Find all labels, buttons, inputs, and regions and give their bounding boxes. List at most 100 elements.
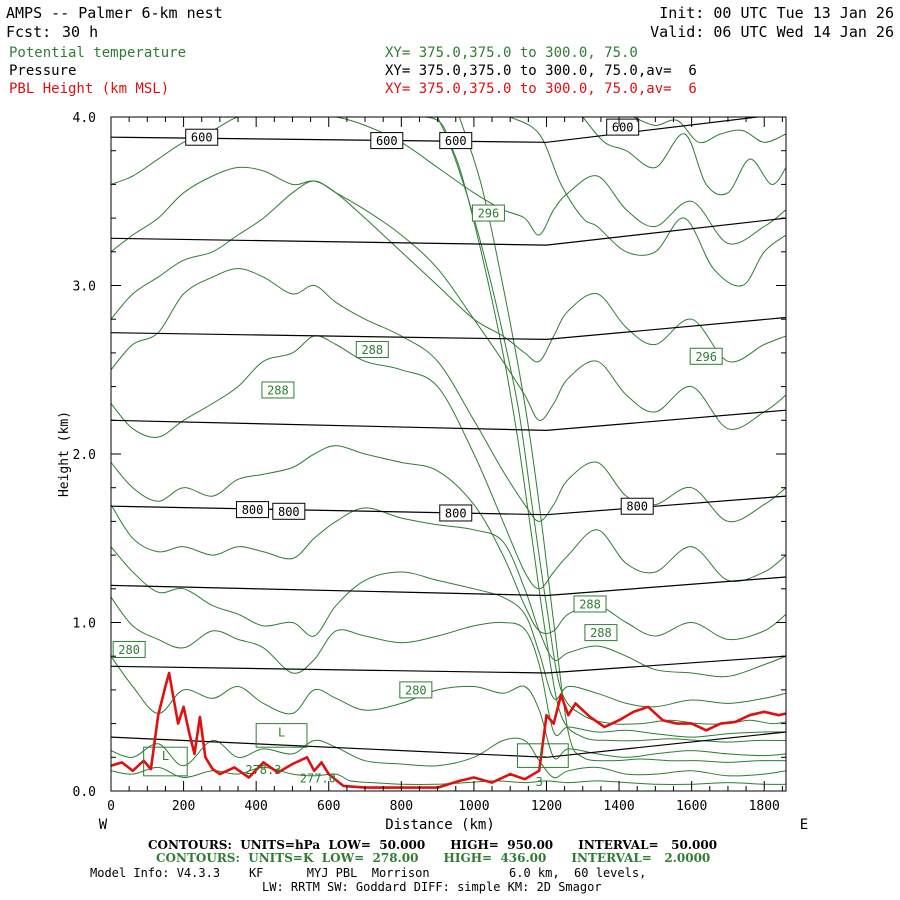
field-pressure-label: Pressure <box>9 63 76 79</box>
field-theta-label: Potential temperature <box>9 45 186 61</box>
pressure-label-600: 600 <box>439 132 473 150</box>
pressure-label-800: 800 <box>439 504 473 522</box>
y-axis-label: Height (km) <box>57 411 72 497</box>
x-tick-label: 600 <box>317 799 340 814</box>
svg-text:600: 600 <box>445 134 467 148</box>
pressure-contour-950 <box>111 731 786 758</box>
pressure-contour-900 <box>111 655 786 674</box>
theta-contour-12 <box>328 117 786 725</box>
surface-low-box-2: L <box>516 743 569 768</box>
footer-theta-contours: CONTOURS: UNITS=K LOW= 278.00 HIGH= 436.… <box>156 851 710 865</box>
surface-value-0: 278.3 <box>245 763 281 777</box>
svg-text:280: 280 <box>118 643 140 657</box>
svg-text:288: 288 <box>579 597 601 611</box>
theta-contour-6 <box>111 445 786 641</box>
theta-contour-8 <box>111 268 786 523</box>
y-tick-label: 4.0 <box>73 111 96 126</box>
theta-label-280: 280 <box>399 681 433 699</box>
x-tick-label: 1800 <box>749 799 780 814</box>
svg-text:296: 296 <box>478 207 500 221</box>
surface-value-2: 3 <box>536 775 543 789</box>
x-tick-label: 800 <box>390 799 413 814</box>
theta-contour-4 <box>111 546 786 708</box>
theta-label-288: 288 <box>584 624 618 642</box>
pressure-contour-700 <box>111 316 786 341</box>
theta-contour-9 <box>111 180 786 430</box>
pressure-label-800: 800 <box>236 501 270 519</box>
y-tick-label: 0.0 <box>73 785 96 800</box>
y-tick-label: 2.0 <box>73 448 96 463</box>
fcst-value: 30 h <box>62 23 98 41</box>
xy-theta: XY= 375.0,375.0 to 300.0, 75.0 <box>385 45 638 61</box>
theta-contour-10 <box>111 166 786 363</box>
svg-text:L: L <box>278 726 285 740</box>
model-title: AMPS -- Palmer 6-km nest <box>6 4 223 22</box>
xy-pbl: XY= 375.0,375.0 to 300.0, 75.0,av= 6 <box>385 81 697 97</box>
theta-label-296: 296 <box>689 347 723 365</box>
pbl-layer <box>111 671 786 789</box>
theta-contour-16 <box>582 117 786 196</box>
pbl-height-line <box>111 671 786 789</box>
pressure-label-800: 800 <box>272 502 306 520</box>
theta-contour-3 <box>111 596 786 738</box>
theta-label-296: 296 <box>471 204 505 222</box>
svg-text:800: 800 <box>626 500 648 514</box>
theta-label-288: 288 <box>573 595 607 613</box>
pressure-contour-850 <box>111 576 786 597</box>
x-axis-label: Distance (km) <box>385 817 495 833</box>
x-axis-east-label: E <box>800 817 808 833</box>
svg-text:800: 800 <box>445 506 467 520</box>
svg-text:800: 800 <box>278 505 300 519</box>
pressure-label-800: 800 <box>620 497 654 515</box>
pressure-contour-750 <box>111 409 786 432</box>
field-pbl-label: PBL Height (km MSL) <box>9 81 169 97</box>
svg-text:600: 600 <box>191 131 213 145</box>
init-time: Init: 00 UTC Tue 13 Jan 26 <box>659 4 894 22</box>
pressure-label-600: 600 <box>185 128 219 146</box>
theta-contour-1 <box>111 737 786 779</box>
theta-contour-7 <box>111 335 786 590</box>
svg-text:800: 800 <box>242 503 264 517</box>
footer-pressure-contours: CONTOURS: UNITS=hPa LOW= 50.000 HIGH= 95… <box>148 838 717 852</box>
y-tick-label: 3.0 <box>73 280 96 295</box>
footer-physics-info: LW: RRTM SW: Goddard DIFF: simple KM: 2D… <box>262 880 602 894</box>
pressure-contour-650 <box>111 217 786 246</box>
pressure-contour-600 <box>111 117 763 143</box>
svg-text:L: L <box>162 749 169 763</box>
surface-low-box-1: L <box>255 723 308 748</box>
svg-text:600: 600 <box>376 134 398 148</box>
theta-contour-14 <box>458 117 786 763</box>
pressure-label-600: 600 <box>606 118 640 136</box>
svg-text:600: 600 <box>612 121 634 135</box>
surface-low-box-0: L <box>143 746 188 777</box>
theta-label-288: 288 <box>261 381 295 399</box>
theta-label-280: 280 <box>112 640 146 658</box>
x-tick-label: 0 <box>107 799 115 814</box>
svg-text:288: 288 <box>267 383 289 397</box>
theta-contour-2 <box>111 655 786 760</box>
x-tick-label: 1000 <box>458 799 489 814</box>
pressure-label-600: 600 <box>370 132 404 150</box>
contour-label-layer: 296 296 288 288 288 288 280 280 600 600 600 600 800 8… <box>112 118 723 789</box>
fcst-label: Fcst: <box>6 23 51 41</box>
x-tick-label: 1200 <box>531 799 562 814</box>
svg-text:280: 280 <box>405 683 427 697</box>
axes-layer: 0 200 400 600 800 1000 1200 1400 1600 1800 0.0 1.0 2… <box>73 111 786 814</box>
pressure-contour-layer <box>111 117 786 758</box>
x-tick-label: 400 <box>244 799 267 814</box>
y-tick-label: 1.0 <box>73 617 96 632</box>
valid-time: Valid: 06 UTC Wed 14 Jan 26 <box>650 23 894 41</box>
surface-value-1: 277.0 <box>300 772 336 786</box>
xy-pressure: XY= 375.0,375.0 to 300.0, 75.0,av= 6 <box>385 63 697 79</box>
svg-text:L: L <box>539 746 546 760</box>
x-tick-label: 1600 <box>676 799 707 814</box>
theta-contour-15 <box>509 117 786 287</box>
svg-text:288: 288 <box>590 626 612 640</box>
theta-label-288: 288 <box>355 341 389 359</box>
theta-contour-layer <box>111 117 786 785</box>
footer-model-info: Model Info: V4.3.3 KF MYJ PBL Morrison 6… <box>90 866 646 880</box>
theta-contour-17 <box>633 117 786 144</box>
svg-text:288: 288 <box>361 343 383 357</box>
x-axis-west-label: W <box>99 817 108 833</box>
